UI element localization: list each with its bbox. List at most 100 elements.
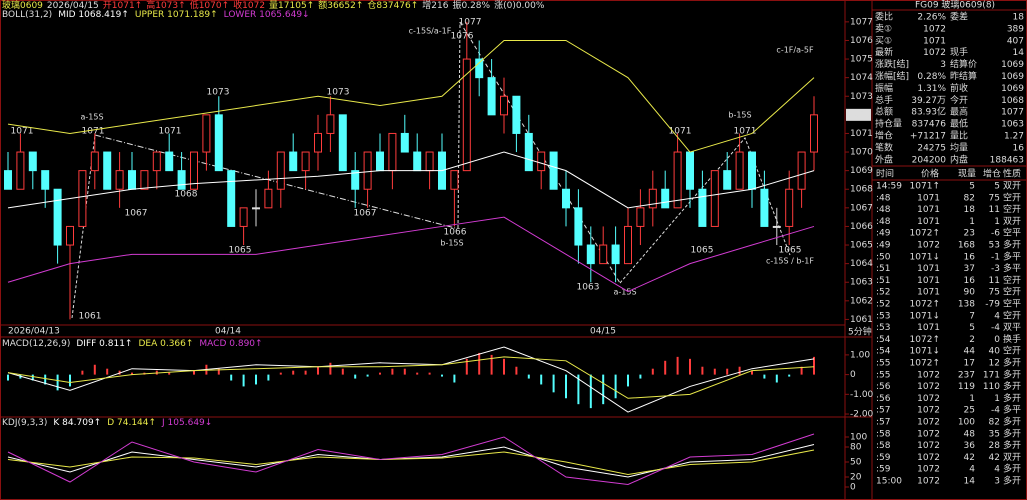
tick-cell: -1 [991,252,1000,262]
y-tick-label: 100 [850,433,867,443]
candle-body [487,77,496,116]
price-label: 1068 [175,190,198,200]
tick-cell: 空开 [1003,191,1021,203]
legend-entry: LOWER 1065.649↓ [224,10,310,20]
field-value: 2.26% [917,13,946,23]
tick-cell: 多开 [1003,239,1021,251]
tick-cell: 1071↑ [910,182,940,192]
legend-entry: DEA 0.366↑ [138,339,193,349]
candle-body [289,151,298,172]
tick-cell: 双开 [1003,181,1021,192]
field-value: 1.31% [917,84,946,94]
candle-body [276,151,285,190]
y-tick-label: 0 [850,370,856,380]
tick-cell: 138 [958,300,975,310]
tick-cell: :48 [876,217,891,227]
tick-cell: 多开 [1003,463,1021,475]
field-label: 量比 [950,130,968,142]
tick-cell: 多开 [1003,427,1021,439]
tick-cell: 7 [969,311,975,321]
tick-cell: :55 [876,359,890,369]
tick-cell: :54 [876,335,891,345]
tick-cell: 1072 [917,394,940,404]
y-tick-label: 1069 [850,166,873,176]
tick-cell: :49 [876,229,891,239]
candle-body [177,170,186,190]
field-label: 振幅 [875,82,893,94]
tick-cell: 1071 [917,323,940,333]
price-label: 1076 [451,32,474,42]
candle-body [227,170,236,227]
y-tick-label: 1068 [850,185,873,195]
tick-cell: 1072 [917,477,940,487]
indicator-line [7,216,815,293]
candle-body [351,170,360,190]
tick-cell: 多平 [1003,404,1021,416]
tick-cell: 多开 [1003,368,1021,380]
indicator-line [7,39,815,153]
tick-cell: 多平 [1003,262,1021,274]
tick-cell: 1071↓ [910,347,940,357]
field-label: 均量 [950,141,968,153]
candle-body [599,244,608,265]
candle-body [537,151,546,172]
tick-cell: 18 [964,205,976,215]
indicator-line [7,433,815,486]
tick-cell: 1071 [917,276,940,286]
candle-body [661,188,670,209]
legend-title: KDJ(9,3,3) [2,418,47,428]
candle-body [239,207,248,227]
tick-cell: :58 [876,429,891,439]
last-price-box [846,108,871,121]
tick-cell: :54 [876,347,891,357]
tick-cell: 16 [964,252,976,262]
field-label: 委比 [875,11,893,23]
tick-cell: 14:59 [876,182,902,192]
field-label: 现手 [950,46,968,58]
tick-cell: :51 [876,264,890,274]
price-label: 1066 [444,228,467,238]
candle-body [376,151,384,172]
tick-cell: 35 [989,429,1000,439]
field-label: 今开 [950,94,968,106]
tick-cell: 48 [964,429,976,439]
tick-cell: :51 [876,276,890,286]
field-value: 1068 [1001,96,1024,106]
tick-cell: :59 [876,465,891,475]
tick-cell: 1071↓ [910,311,940,321]
field-value: 1069 [1001,60,1024,70]
field-value: 837476 [912,120,947,130]
legend-entry: J 105.649↓ [161,418,212,428]
candle-body [475,58,484,79]
candle-body [78,170,87,227]
tick-cell: :48 [876,193,891,203]
candle-body [512,95,521,134]
y-tick-label: 1075 [850,55,873,65]
candle-body [748,151,756,190]
field-label: 昨结算 [950,70,977,82]
tick-cell: :59 [876,453,891,463]
candle-body [264,188,273,209]
tick-cell: 换手 [1003,333,1021,345]
tick-cell: 空平 [1003,298,1021,310]
quote-item: 开1071↑ [103,0,142,11]
indicator-line [7,151,815,209]
price-label: 1071 [159,127,182,137]
field-value: 0.28% [917,72,946,82]
candle-body [673,151,682,209]
candle-body [28,151,37,172]
tick-cell: 42 [989,453,1000,463]
y-tick-label: 50 [850,458,862,468]
tick-cell: 1 [969,394,975,404]
field-label: 持仓量 [875,118,902,130]
tick-cell: 110 [983,382,1000,392]
candle-body [500,95,508,116]
tick-cell: -3 [991,264,1000,274]
y-tick-label: 1066 [850,222,873,232]
tick-cell: :52 [876,288,890,298]
tick-cell: :57 [876,406,890,416]
tick-cell: 1072 [917,241,940,251]
price-label: 1065 [779,246,802,256]
tick-cell: 4 [969,465,975,475]
